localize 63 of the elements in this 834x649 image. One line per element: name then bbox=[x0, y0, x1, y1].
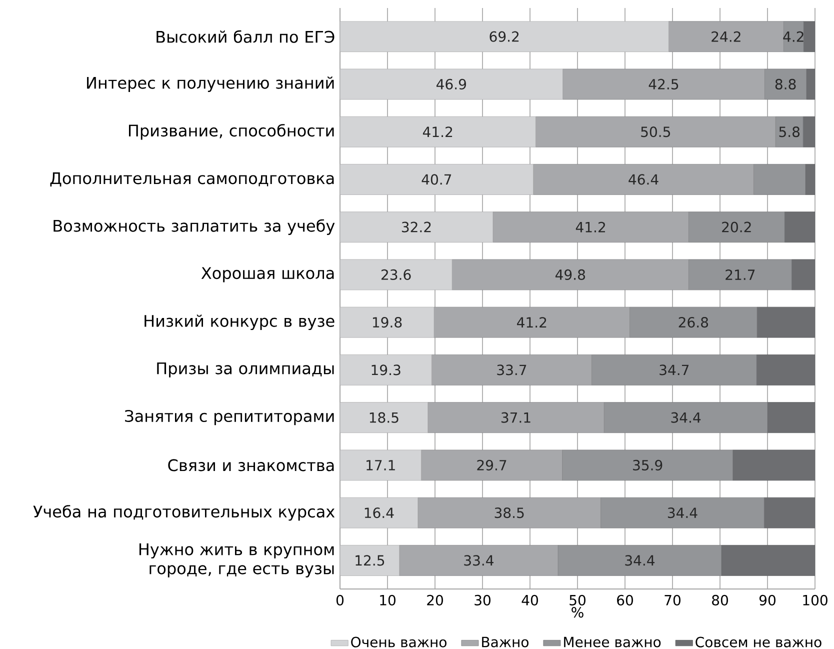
data-label: 35.9 bbox=[633, 460, 662, 470]
legend-label: Совсем не важно bbox=[696, 636, 822, 648]
data-label: 41.2 bbox=[422, 126, 452, 138]
data-label: 23.6 bbox=[381, 269, 411, 280]
data-label: 29.7 bbox=[477, 460, 506, 470]
data-label: 17.1 bbox=[366, 460, 395, 470]
data-label: 46.9 bbox=[436, 78, 466, 90]
data-label: 19.8 bbox=[372, 317, 402, 328]
x-tick-label: 30 bbox=[474, 594, 490, 606]
y-tick-label: Занятия с репититорами bbox=[125, 410, 334, 426]
data-label: 49.8 bbox=[555, 269, 586, 280]
data-label: 42.5 bbox=[648, 78, 678, 90]
x-tick-label: 100 bbox=[803, 594, 828, 606]
x-axis-title: % bbox=[572, 606, 584, 618]
data-label: 41.2 bbox=[517, 317, 546, 328]
y-tick-label: Нужно жить в крупном городе, где есть вузы bbox=[139, 543, 334, 578]
x-tick-label: 40 bbox=[522, 594, 538, 606]
data-label: 38.5 bbox=[494, 508, 524, 518]
data-label: 34.4 bbox=[668, 508, 698, 518]
x-tick-label: 60 bbox=[617, 594, 633, 606]
legend-label: Очень важно bbox=[351, 636, 446, 648]
data-label: 50.5 bbox=[641, 126, 670, 138]
data-label: 24.2 bbox=[712, 31, 740, 42]
data-label: 41.2 bbox=[576, 222, 605, 232]
x-tick-label: 50 bbox=[570, 594, 586, 606]
x-tick-label: 90 bbox=[759, 594, 776, 606]
y-tick-label: Высокий балл по ЕГЭ bbox=[156, 30, 334, 43]
data-label: 18.5 bbox=[370, 412, 398, 423]
data-label: 32.2 bbox=[402, 222, 431, 232]
data-label: 16.4 bbox=[364, 508, 394, 518]
data-label: 34.4 bbox=[625, 555, 655, 566]
x-tick-label: 0 bbox=[336, 594, 344, 606]
data-label: 33.4 bbox=[464, 555, 494, 566]
y-tick-label: Возможность заплатить за учебу bbox=[54, 219, 335, 235]
data-label: 69.2 bbox=[490, 31, 519, 42]
y-tick-label: Дополнительная самоподготовка bbox=[50, 172, 334, 187]
y-tick-label: Хорошая школа bbox=[201, 267, 334, 282]
data-label: 34.4 bbox=[671, 412, 701, 423]
y-tick-label: Низкий конкурс в вузе bbox=[144, 314, 334, 330]
y-tick-label: Учеба на подготовительных курсах bbox=[33, 504, 335, 521]
data-label: 12.5 bbox=[356, 555, 384, 566]
y-tick-label: Связи и знакомства bbox=[168, 459, 334, 472]
data-label: 46.4 bbox=[628, 174, 658, 185]
y-tick-label: Интерес к получению знаний bbox=[87, 76, 334, 92]
data-label: 26.8 bbox=[678, 317, 708, 328]
x-tick-label: 10 bbox=[380, 594, 396, 606]
data-label: 19.3 bbox=[372, 364, 400, 376]
data-label: 21.7 bbox=[726, 269, 755, 280]
data-label: 37.1 bbox=[501, 412, 530, 423]
data-label: 4.2 bbox=[783, 31, 804, 42]
legend-label: Важно bbox=[482, 636, 528, 648]
x-tick-label: 20 bbox=[427, 594, 443, 606]
y-tick-label: Призы за олимпиады bbox=[157, 362, 334, 378]
legend-label: Менее важно bbox=[564, 636, 661, 648]
data-label: 33.7 bbox=[497, 364, 526, 376]
data-label: 8.8 bbox=[775, 78, 796, 90]
data-label: 20.2 bbox=[722, 222, 751, 232]
data-label: 5.8 bbox=[779, 126, 800, 138]
y-tick-label: Призвание, способности bbox=[128, 124, 334, 140]
x-tick-label: 80 bbox=[712, 594, 728, 606]
data-label: 34.7 bbox=[660, 364, 689, 376]
data-label: 40.7 bbox=[422, 174, 452, 185]
x-tick-label: 70 bbox=[664, 594, 680, 606]
